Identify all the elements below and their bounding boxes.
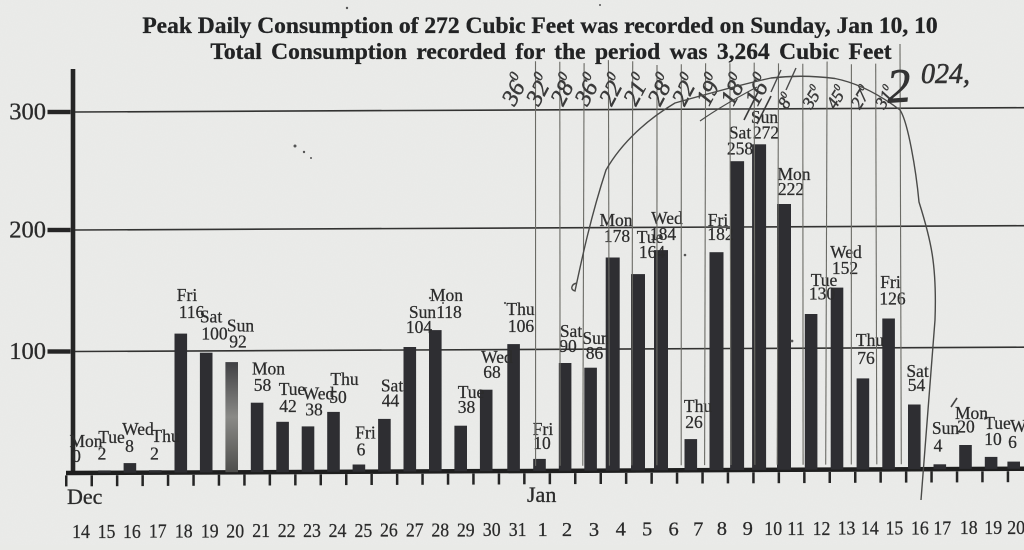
svg-text:14: 14 (861, 518, 879, 540)
svg-text:26: 26 (380, 520, 398, 542)
svg-text:18: 18 (960, 517, 978, 539)
svg-text:12: 12 (813, 518, 831, 540)
svg-text:42: 42 (279, 396, 297, 416)
svg-text:68: 68 (483, 362, 501, 382)
svg-text:17: 17 (933, 517, 951, 539)
svg-text:29: 29 (457, 519, 475, 541)
svg-text:0: 0 (72, 446, 81, 466)
svg-text:54: 54 (908, 375, 926, 395)
svg-text:10: 10 (764, 518, 782, 540)
svg-text:Jan: Jan (527, 482, 556, 507)
svg-text:26: 26 (685, 412, 703, 432)
svg-text:18: 18 (175, 521, 193, 543)
svg-text:8: 8 (125, 436, 134, 456)
svg-text:118: 118 (436, 302, 462, 322)
svg-text:10: 10 (984, 429, 1002, 449)
svg-text:31: 31 (509, 519, 527, 541)
svg-text:178: 178 (604, 226, 631, 246)
svg-text:126: 126 (879, 289, 906, 309)
svg-text:104: 104 (406, 317, 433, 337)
svg-text:3: 3 (589, 519, 599, 541)
svg-text:Peak Daily Consumption of 272: Peak Daily Consumption of 272 Cubic Feet… (142, 13, 937, 39)
svg-text:90: 90 (559, 336, 577, 356)
svg-text:Thu: Thu (856, 330, 884, 350)
svg-text:20: 20 (226, 520, 244, 542)
svg-text:20: 20 (957, 417, 975, 437)
svg-text:024,: 024, (921, 59, 970, 90)
svg-text:20: 20 (1007, 517, 1024, 539)
svg-text:13: 13 (838, 518, 856, 540)
svg-text:28: 28 (431, 519, 449, 541)
svg-text:22: 22 (278, 520, 296, 542)
svg-text:14: 14 (72, 521, 90, 543)
svg-text:300: 300 (9, 99, 46, 126)
svg-text:27: 27 (406, 520, 424, 542)
svg-text:1: 1 (537, 519, 547, 541)
svg-text:16: 16 (911, 517, 929, 539)
svg-text:38: 38 (458, 397, 476, 417)
svg-text:222: 222 (778, 179, 804, 199)
svg-text:19: 19 (201, 520, 219, 542)
svg-text:7: 7 (693, 518, 703, 540)
svg-text:130: 130 (809, 284, 836, 304)
svg-text:4: 4 (934, 436, 943, 456)
svg-text:100: 100 (201, 324, 228, 344)
svg-text:2: 2 (562, 519, 572, 541)
svg-text:152: 152 (832, 258, 858, 278)
svg-text:6: 6 (1008, 432, 1017, 452)
svg-text:6: 6 (668, 518, 678, 540)
svg-text:5: 5 (642, 519, 652, 541)
svg-text:76: 76 (857, 348, 875, 368)
svg-text:106: 106 (508, 316, 535, 336)
svg-text:182: 182 (707, 224, 733, 244)
svg-text:2: 2 (98, 444, 107, 464)
svg-text:184: 184 (650, 224, 677, 244)
svg-text:Total Consumption recorded for: Total Consumption recorded for the perio… (210, 39, 891, 65)
svg-text:2: 2 (885, 59, 913, 114)
svg-text:272: 272 (753, 123, 779, 143)
svg-text:258: 258 (727, 139, 754, 159)
svg-text:9: 9 (743, 518, 753, 540)
svg-text:23: 23 (303, 520, 321, 542)
svg-text:15: 15 (98, 521, 116, 543)
svg-text:24: 24 (329, 520, 347, 542)
svg-text:21: 21 (252, 520, 270, 542)
svg-text:100: 100 (9, 338, 46, 365)
svg-text:44: 44 (382, 391, 400, 411)
svg-text:25: 25 (355, 520, 373, 542)
svg-text:17: 17 (149, 521, 167, 543)
svg-text:58: 58 (254, 375, 272, 395)
svg-text:19: 19 (984, 517, 1002, 539)
svg-text:164: 164 (639, 242, 666, 262)
svg-text:Dec: Dec (67, 484, 103, 509)
svg-text:6: 6 (357, 440, 366, 460)
svg-text:8: 8 (717, 518, 727, 540)
svg-text:Thu: Thu (330, 369, 358, 389)
svg-text:200: 200 (9, 217, 46, 244)
svg-text:11: 11 (787, 518, 805, 540)
svg-text:2: 2 (150, 444, 159, 464)
svg-text:92: 92 (229, 332, 247, 352)
svg-text:30: 30 (483, 519, 501, 541)
svg-text:86: 86 (586, 343, 604, 363)
svg-text:38: 38 (305, 400, 323, 420)
svg-text:4: 4 (616, 519, 626, 541)
svg-text:50: 50 (329, 387, 347, 407)
svg-text:15: 15 (886, 518, 904, 540)
svg-text:16: 16 (123, 521, 141, 543)
